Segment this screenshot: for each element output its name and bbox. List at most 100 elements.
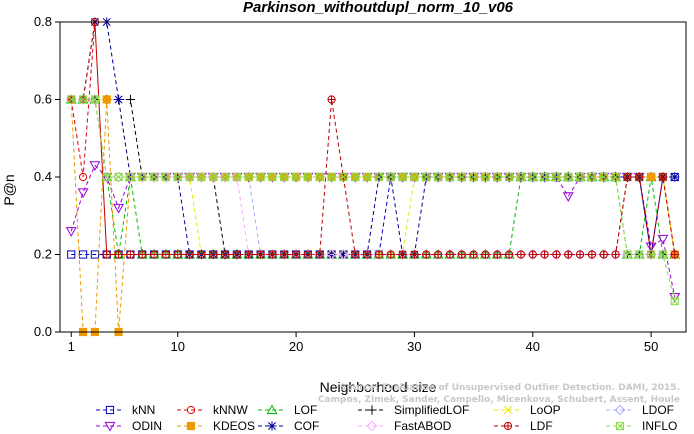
data-point-inflo-11 <box>185 172 194 182</box>
data-point-ldf-41 <box>540 250 549 259</box>
data-point-ldf-7 <box>138 250 147 259</box>
data-point-fastabod-15 <box>231 171 243 183</box>
data-point-ldf-26 <box>362 250 372 259</box>
data-point-ldf-42 <box>552 250 561 259</box>
data-point-inflo-17 <box>256 172 265 182</box>
data-point-ldf-37 <box>493 250 502 259</box>
series-line-ldf <box>71 21 676 255</box>
data-point-inflo-36 <box>481 172 490 182</box>
data-point-inflo-30 <box>410 172 419 182</box>
data-point-inflo-21 <box>303 172 313 182</box>
legend-marker-knnw <box>186 405 196 415</box>
data-point-ldf-48 <box>623 172 632 182</box>
series-line-fastabod <box>71 99 675 255</box>
data-point-ldf-36 <box>481 250 490 259</box>
legend-marker-cof <box>267 421 277 431</box>
data-point-fastabod-6 <box>125 171 136 183</box>
y-tick-label: 0.2 <box>34 247 52 262</box>
data-point-fastabod-48 <box>622 249 633 260</box>
data-point-cof-5 <box>113 94 124 105</box>
legend-item-kdeos: KDEOS <box>177 419 255 433</box>
data-point-ldf-39 <box>516 250 526 259</box>
data-point-inflo-22 <box>315 172 324 182</box>
data-point-fastabod-13 <box>207 171 219 183</box>
data-point-inflo-24 <box>339 172 348 182</box>
data-point-inflo-10 <box>173 172 182 182</box>
data-point-inflo-44 <box>575 172 585 182</box>
data-point-inflo-39 <box>516 172 526 182</box>
series-inflo <box>67 95 679 306</box>
data-point-inflo-50 <box>646 250 656 259</box>
data-point-inflo-14 <box>220 172 230 182</box>
data-point-inflo-49 <box>635 250 644 259</box>
data-point-fastabod-23 <box>326 249 337 260</box>
data-point-inflo-37 <box>493 172 502 182</box>
data-point-kdeos-50 <box>646 172 656 182</box>
data-point-fastabod-9 <box>160 171 172 183</box>
data-point-inflo-2 <box>78 95 88 104</box>
series-kdeos <box>67 95 679 337</box>
data-point-ldf-35 <box>469 250 478 259</box>
legend-marker-ldf <box>503 421 513 431</box>
data-point-inflo-12 <box>197 172 206 182</box>
data-point-knnw-2 <box>78 172 88 182</box>
legend-label-ldof: LDOF <box>642 403 674 417</box>
data-point-fastabod-24 <box>338 249 349 260</box>
data-point-inflo-25 <box>351 172 360 182</box>
series-odin <box>65 161 681 303</box>
legend-label-knnw: kNNW <box>213 403 248 417</box>
data-point-fastabod-7 <box>136 171 148 183</box>
x-tick-label: 20 <box>289 339 303 354</box>
data-point-ldf-23 <box>327 95 336 104</box>
data-point-ldf-40 <box>528 250 537 259</box>
data-point-inflo-9 <box>161 172 171 182</box>
data-point-inflo-4 <box>102 172 111 182</box>
data-point-odin-43 <box>562 192 574 202</box>
data-point-ldf-9 <box>161 250 171 259</box>
y-tick-label: 0.4 <box>34 169 52 184</box>
legend-item-cof: COF <box>258 419 319 433</box>
axes: 0.0 0.2 0.4 0.6 0.8 1 10 20 30 40 50 <box>34 14 687 354</box>
data-point-fastabod-3 <box>89 94 101 105</box>
data-point-simplifiedlof-6 <box>125 94 136 105</box>
data-point-ldf-5 <box>114 250 123 259</box>
data-point-inflo-43 <box>564 172 573 182</box>
data-point-fastabod-5 <box>113 171 124 183</box>
data-point-fastabod-14 <box>219 171 231 183</box>
data-point-inflo-18 <box>268 172 277 182</box>
legend-item-knn: kNN <box>96 403 155 417</box>
chart-title: Parkinson_withoutdupl_norm_10_v06 <box>243 0 514 16</box>
data-point-odin-1 <box>65 227 77 237</box>
legend: kNN ODIN kNNW KDEOS LOF COF SimplifiedLOF FastA… <box>96 403 677 433</box>
data-point-ldf-45 <box>587 250 597 259</box>
data-point-ldf-31 <box>422 250 431 259</box>
data-point-ldf-29 <box>398 250 407 259</box>
data-point-ldf-11 <box>185 250 194 259</box>
data-point-inflo-7 <box>138 172 147 182</box>
data-point-inflo-1 <box>67 95 76 104</box>
data-point-inflo-13 <box>209 172 218 182</box>
data-point-inflo-32 <box>433 172 443 182</box>
data-point-ldf-6 <box>126 250 135 259</box>
legend-item-ldof: LDOF <box>606 403 674 417</box>
x-tick-label: 50 <box>644 339 658 354</box>
data-point-fastabod-4 <box>101 171 113 183</box>
data-point-ldf-10 <box>173 250 182 259</box>
data-point-inflo-20 <box>291 172 301 182</box>
data-point-inflo-16 <box>244 172 253 182</box>
series-line-odin <box>70 164 676 298</box>
legend-item-inflo: INFLO <box>606 419 677 433</box>
x-tick-label: 40 <box>526 339 540 354</box>
data-point-inflo-35 <box>469 172 478 182</box>
legend-marker-ldof <box>614 404 626 416</box>
series-ldf <box>67 17 679 259</box>
data-point-ldf-27 <box>374 250 384 259</box>
data-point-odin-50 <box>645 242 657 253</box>
legend-marker-simplifiedlof <box>367 405 377 415</box>
data-point-ldf-51 <box>658 172 668 182</box>
data-point-ldf-20 <box>291 250 301 259</box>
legend-marker-fastabod <box>366 420 378 432</box>
data-point-odin-3 <box>89 161 101 171</box>
data-point-inflo-8 <box>149 172 159 182</box>
data-point-fastabod-11 <box>184 171 195 183</box>
